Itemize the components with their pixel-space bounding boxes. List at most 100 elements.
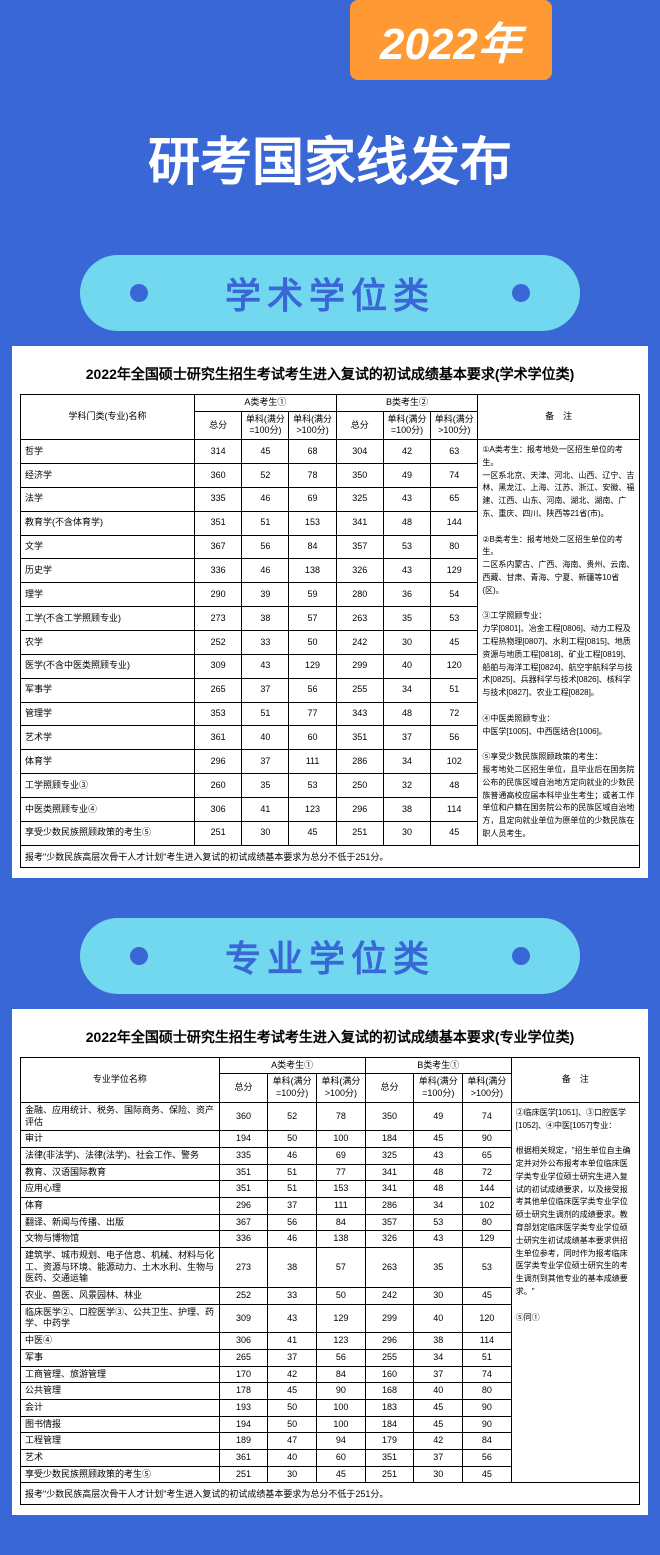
academic-table-container: 2022年全国硕士研究生招生考试考生进入复试的初试成绩基本要求(学术学位类) 学… <box>12 346 648 878</box>
table-row: 哲学31445683044263①A类考生：报考地处一区招生单位的考生。 一区系… <box>21 440 640 464</box>
cell: 111 <box>289 750 336 774</box>
cell: 38 <box>242 607 289 631</box>
cell: 299 <box>365 1304 414 1332</box>
cell: 37 <box>268 1197 317 1214</box>
th-name: 学科门类(专业)名称 <box>21 395 195 440</box>
cell: 37 <box>268 1349 317 1366</box>
cell: 应用心理 <box>21 1181 220 1198</box>
cell: 153 <box>289 511 336 535</box>
dot-icon <box>130 284 148 302</box>
cell: 265 <box>195 678 242 702</box>
cell: 30 <box>383 630 430 654</box>
cell: 审计 <box>21 1131 220 1148</box>
cell: 37 <box>414 1366 463 1383</box>
cell: 体育学 <box>21 750 195 774</box>
cell: 367 <box>219 1214 268 1231</box>
cell: 45 <box>414 1399 463 1416</box>
cell: 314 <box>195 440 242 464</box>
cell: 51 <box>431 678 478 702</box>
th-total: 总分 <box>365 1074 414 1102</box>
cell: 251 <box>195 821 242 845</box>
cell: 102 <box>431 750 478 774</box>
cell: 53 <box>289 774 336 798</box>
cell: 享受少数民族照顾政策的考生⑤ <box>21 1466 220 1483</box>
th-name: 专业学位名称 <box>21 1057 220 1102</box>
cell: 43 <box>383 559 430 583</box>
section-label: 专业学位类 <box>225 930 435 982</box>
cell: 56 <box>463 1449 512 1466</box>
cell: 179 <box>365 1433 414 1450</box>
cell: 360 <box>195 463 242 487</box>
th-subover: 单科(满分>100分) <box>463 1074 512 1102</box>
cell: 43 <box>414 1147 463 1164</box>
cell: 129 <box>317 1304 366 1332</box>
cell: 会计 <box>21 1399 220 1416</box>
cell: 45 <box>317 1466 366 1483</box>
cell: 50 <box>289 630 336 654</box>
cell: 42 <box>383 440 430 464</box>
cell: 84 <box>317 1366 366 1383</box>
cell: 33 <box>242 630 289 654</box>
th-total: 总分 <box>336 411 383 439</box>
cell: 文物与博物馆 <box>21 1231 220 1248</box>
cell: 90 <box>463 1399 512 1416</box>
cell: 273 <box>219 1248 268 1288</box>
cell: 临床医学②、口腔医学③、公共卫生、护理、药学、中药学 <box>21 1304 220 1332</box>
cell: 255 <box>365 1349 414 1366</box>
th-sub100: 单科(满分=100分) <box>268 1074 317 1102</box>
cell: 193 <box>219 1399 268 1416</box>
cell: 361 <box>219 1449 268 1466</box>
cell: 34 <box>414 1197 463 1214</box>
cell: 37 <box>383 726 430 750</box>
cell: 45 <box>463 1288 512 1305</box>
cell: 78 <box>317 1102 366 1130</box>
cell: 252 <box>195 630 242 654</box>
main-title: 研考国家线发布 <box>0 100 660 235</box>
cell: 33 <box>268 1288 317 1305</box>
cell: 49 <box>414 1102 463 1130</box>
cell: 100 <box>317 1399 366 1416</box>
cell: 63 <box>431 440 478 464</box>
cell: 265 <box>219 1349 268 1366</box>
cell: 335 <box>219 1147 268 1164</box>
cell: 242 <box>365 1288 414 1305</box>
cell: 43 <box>414 1231 463 1248</box>
cell: 30 <box>414 1288 463 1305</box>
cell: 255 <box>336 678 383 702</box>
cell: 360 <box>219 1102 268 1130</box>
cell: 享受少数民族照顾政策的考生⑤ <box>21 821 195 845</box>
cell: 40 <box>268 1449 317 1466</box>
cell: 263 <box>336 607 383 631</box>
cell: 351 <box>219 1164 268 1181</box>
cell: 170 <box>219 1366 268 1383</box>
cell: 42 <box>268 1366 317 1383</box>
cell: 251 <box>365 1466 414 1483</box>
cell: 129 <box>463 1231 512 1248</box>
cell: 41 <box>268 1333 317 1350</box>
table-title: 2022年全国硕士研究生招生考试考生进入复试的初试成绩基本要求(专业学位类) <box>20 1019 640 1057</box>
cell: 100 <box>317 1131 366 1148</box>
cell: 53 <box>463 1248 512 1288</box>
cell: 体育 <box>21 1197 220 1214</box>
cell: 52 <box>242 463 289 487</box>
cell: 183 <box>365 1399 414 1416</box>
cell: 56 <box>289 678 336 702</box>
cell: 69 <box>317 1147 366 1164</box>
cell: 138 <box>289 559 336 583</box>
cell: 48 <box>383 702 430 726</box>
cell: 工商管理、旅游管理 <box>21 1366 220 1383</box>
cell: 361 <box>195 726 242 750</box>
cell: 290 <box>195 583 242 607</box>
cell: 178 <box>219 1383 268 1400</box>
cell: 80 <box>431 535 478 559</box>
cell: 49 <box>383 463 430 487</box>
cell: 40 <box>242 726 289 750</box>
cell: 45 <box>431 821 478 845</box>
cell: 114 <box>463 1333 512 1350</box>
cell: 48 <box>431 774 478 798</box>
section-header-academic: 学术学位类 <box>80 255 580 331</box>
section-header-professional: 专业学位类 <box>80 918 580 994</box>
cell: 52 <box>268 1102 317 1130</box>
cell: 翻译、新闻与传播、出版 <box>21 1214 220 1231</box>
cell: 80 <box>463 1383 512 1400</box>
